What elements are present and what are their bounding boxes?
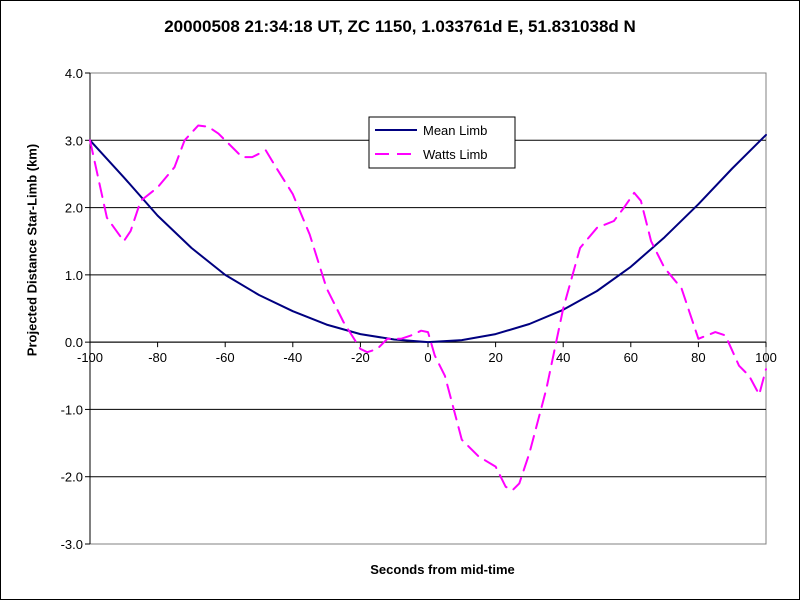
y-tick-label-1: 3.0 bbox=[65, 133, 83, 148]
x-tick-label-2: -60 bbox=[216, 350, 235, 365]
y-tick-label-3: 1.0 bbox=[65, 268, 83, 283]
x-tick-label-10: 100 bbox=[755, 350, 777, 365]
y-tick-label-6: -2.0 bbox=[61, 470, 83, 485]
legend-label-1: Watts Limb bbox=[423, 147, 488, 162]
y-tick-label-5: -1.0 bbox=[61, 402, 83, 417]
x-axis-title: Seconds from mid-time bbox=[370, 562, 515, 577]
series-line-watts-limb bbox=[89, 124, 767, 492]
x-tick-label-7: 40 bbox=[556, 350, 570, 365]
x-tick-label-5: 0 bbox=[424, 350, 431, 365]
x-tick-label-9: 80 bbox=[691, 350, 705, 365]
y-tick-label-2: 2.0 bbox=[65, 201, 83, 216]
x-tick-label-4: -20 bbox=[351, 350, 370, 365]
x-tick-label-0: -100 bbox=[77, 350, 103, 365]
x-tick-label-3: -40 bbox=[283, 350, 302, 365]
x-tick-label-6: 20 bbox=[488, 350, 502, 365]
x-tick-label-1: -80 bbox=[148, 350, 167, 365]
legend-box bbox=[368, 116, 516, 169]
series-line-mean-limb bbox=[89, 133, 767, 344]
y-tick-label-7: -3.0 bbox=[61, 537, 83, 552]
y-tick-label-0: 4.0 bbox=[65, 66, 83, 81]
chart-title: 20000508 21:34:18 UT, ZC 1150, 1.033761d… bbox=[164, 17, 636, 36]
x-tick-label-8: 60 bbox=[624, 350, 638, 365]
y-tick-label-4: 0.0 bbox=[65, 335, 83, 350]
legend-label-0: Mean Limb bbox=[423, 123, 487, 138]
y-axis-title: Projected Distance Star-Limb (km) bbox=[24, 143, 40, 357]
